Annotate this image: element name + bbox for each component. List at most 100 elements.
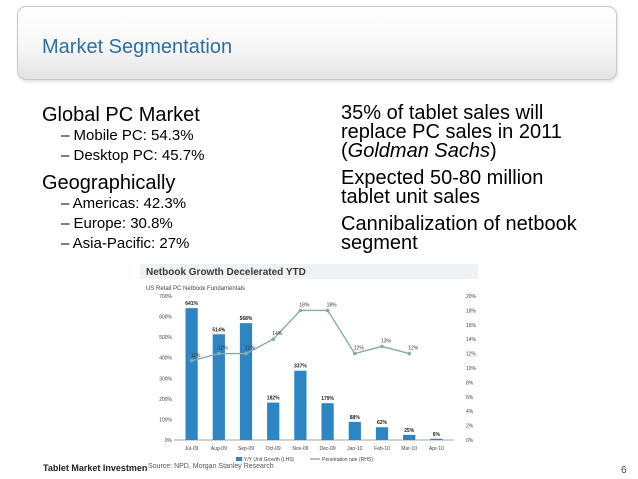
footer-text: Tablet Market Investmen: [43, 463, 148, 473]
netbook-growth-chart: Netbook Growth Decelerated YTD US Retail …: [138, 262, 480, 472]
chart-svg: Netbook Growth Decelerated YTD US Retail …: [140, 264, 478, 470]
tablet-sales-line-2: replace PC sales in 2011: [341, 121, 562, 143]
geographically-heading: Geographically: [42, 172, 176, 194]
bar-aug-09: [212, 334, 225, 440]
legend-bar-label: Y/Y Unit Growth (LHS): [244, 457, 295, 463]
bar-sep-09: [239, 323, 253, 440]
bar-mar-10: [403, 434, 416, 440]
y-left-tick-label: 0%: [165, 438, 173, 444]
y-left-tick-label: 200%: [159, 397, 172, 403]
penetration-point: [298, 308, 303, 313]
slide-title: Market Segmentation: [42, 36, 233, 58]
bar-value-label: 88%: [350, 415, 361, 421]
bar-value-label: 6%: [433, 432, 441, 438]
penetration-label: 13%: [381, 338, 392, 344]
bar-value-label: 568%: [240, 316, 253, 322]
x-tick-label: Jan-10: [347, 446, 363, 452]
x-tick-label: Nov-09: [292, 446, 308, 452]
bar-jan-10: [348, 421, 361, 440]
penetration-point: [407, 351, 412, 356]
right-column: 35% of tablet sales will replace PC sale…: [341, 102, 631, 261]
y-right-tick-label: 0%: [466, 438, 474, 444]
penetration-point: [380, 344, 384, 349]
penetration-point: [217, 351, 221, 356]
penetration-label: 12%: [218, 346, 229, 352]
x-tick-label: Aug-09: [211, 446, 227, 452]
x-tick-label: Feb-10: [374, 446, 390, 452]
bar-value-label: 62%: [377, 420, 388, 426]
x-tick-label: Jul-09: [185, 446, 199, 452]
penetration-label: 12%: [354, 346, 365, 352]
penetration-label: 12%: [408, 346, 419, 352]
tablet-sales-point: 35% of tablet sales will replace PC sale…: [341, 102, 631, 162]
cannibalization-line-1: Cannibalization of netbook: [341, 213, 577, 235]
europe-item: – Europe: 30.8%: [61, 215, 173, 232]
chart-title: Netbook Growth Decelerated YTD: [146, 267, 306, 278]
penetration-label: 18%: [299, 302, 310, 308]
x-tick-label: Mar-10: [401, 446, 417, 452]
penetration-point: [353, 351, 357, 356]
bar-dec-09: [321, 403, 334, 440]
title-box: Market Segmentation: [17, 6, 617, 80]
y-right-tick-label: 18%: [466, 308, 477, 314]
x-tick-label: Apr-10: [429, 446, 444, 452]
penetration-label: 18%: [327, 302, 338, 308]
y-right-tick-label: 8%: [466, 380, 474, 386]
y-left-tick-label: 100%: [159, 417, 172, 423]
bar-value-label: 337%: [294, 364, 307, 370]
y-right-tick-label: 20%: [466, 294, 477, 300]
y-left-tick-label: 700%: [159, 294, 172, 300]
y-right-tick-label: 4%: [466, 409, 474, 415]
y-left-tick-label: 300%: [159, 376, 172, 382]
chart-source: Source: NPD, Morgan Stanley Research: [148, 463, 274, 470]
y-right-tick-label: 6%: [466, 395, 474, 401]
legend-line-label: Penetration rate (RHS): [322, 457, 373, 463]
chart-subtitle: US Retail PC Netbook Fundamentals: [146, 286, 245, 292]
source-open-paren: (: [341, 140, 348, 162]
bar-value-label: 641%: [185, 301, 198, 307]
bar-apr-10: [430, 438, 443, 440]
bar-feb-10: [375, 427, 389, 440]
expected-units-line-2: tablet unit sales: [341, 186, 480, 208]
penetration-label: 12%: [245, 346, 256, 352]
source-goldman-sachs: Goldman Sachs: [347, 140, 490, 162]
bar-value-label: 182%: [267, 396, 280, 402]
x-tick-label: Dec-09: [320, 446, 336, 452]
expected-units-point: Expected 50-80 million tablet unit sales: [341, 167, 631, 208]
tablet-sales-source: (Goldman Sachs): [341, 140, 631, 162]
global-pc-heading: Global PC Market: [42, 104, 200, 126]
y-right-tick-label: 2%: [466, 424, 474, 430]
chart-title-band: [140, 264, 478, 279]
y-right-tick-label: 10%: [466, 366, 477, 372]
legend-bar-swatch: [236, 457, 242, 461]
left-column: Global PC Market – Mobile PC: 54.3% – De…: [42, 104, 204, 254]
tablet-sales-line-1: 35% of tablet sales will: [341, 102, 544, 124]
americas-item: – Americas: 42.3%: [61, 195, 187, 212]
x-tick-label: Oct-09: [266, 446, 281, 452]
bar-value-label: 514%: [212, 327, 225, 333]
desktop-pc-item: – Desktop PC: 45.7%: [61, 147, 205, 164]
bar-value-label: 25%: [404, 428, 415, 434]
expected-units-line-1: Expected 50-80 million: [341, 167, 544, 189]
penetration-label: 11%: [191, 353, 201, 359]
mobile-pc-item: – Mobile PC: 54.3%: [61, 127, 194, 144]
penetration-point: [271, 337, 275, 341]
penetration-point: [189, 359, 194, 363]
y-right-tick-label: 12%: [466, 352, 477, 358]
bar-oct-09: [267, 402, 280, 440]
source-close-paren: ): [489, 140, 497, 162]
bar-nov-09: [294, 370, 307, 440]
y-left-tick-label: 500%: [159, 335, 172, 341]
y-right-tick-label: 14%: [466, 337, 477, 343]
bar-jul-09: [185, 308, 198, 440]
page-number: 6: [621, 465, 627, 476]
y-left-tick-label: 400%: [159, 356, 172, 362]
cannibalization-point: Cannibalization of netbook segment: [341, 213, 631, 254]
asia-pacific-item: – Asia-Pacific: 27%: [61, 235, 190, 252]
penetration-point: [244, 351, 248, 356]
cannibalization-line-2: segment: [341, 232, 418, 254]
penetration-point: [325, 308, 330, 313]
x-tick-label: Sep-09: [238, 446, 254, 452]
y-left-tick-label: 600%: [159, 315, 172, 321]
y-right-tick-label: 16%: [466, 323, 477, 329]
